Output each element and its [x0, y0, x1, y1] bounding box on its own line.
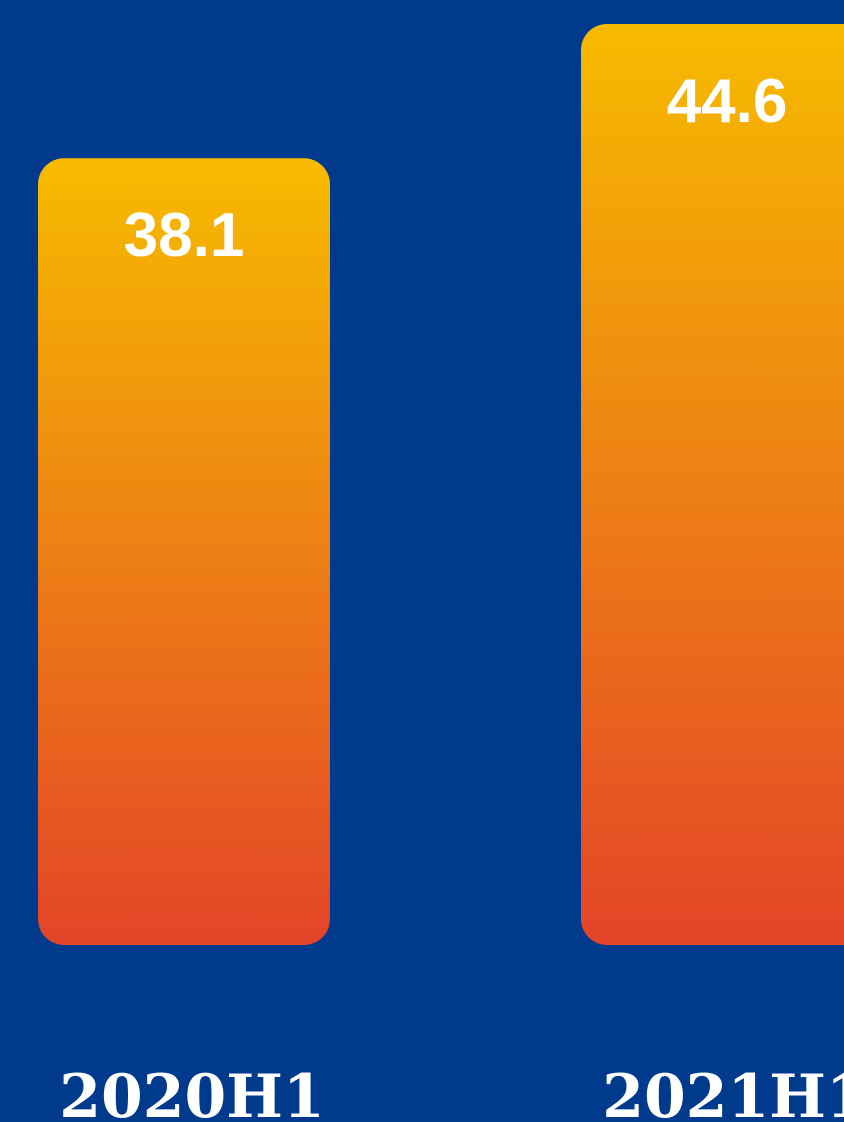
bar-2020h1: [38, 158, 330, 946]
data-label-2020h1: 38.1: [124, 201, 245, 270]
category-label-2020h1: 2020H1: [59, 1062, 324, 1122]
bar-2021h1: [581, 24, 844, 945]
category-label-2021h1: 2021H1: [602, 1062, 844, 1122]
labels-group: 38.1 2020H1 44.6 2021H1: [59, 67, 844, 1122]
bars-group: [38, 24, 844, 946]
data-label-2021h1: 44.6: [667, 67, 788, 136]
